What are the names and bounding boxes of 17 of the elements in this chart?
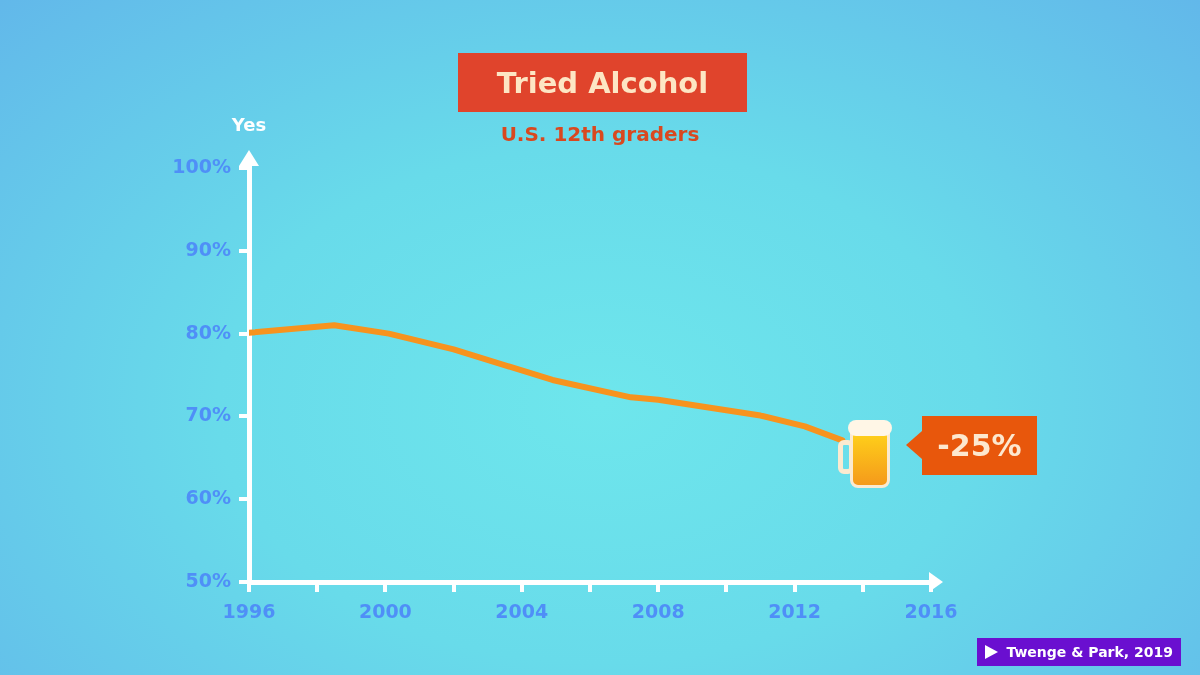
text: Twenge & Park, 2019 xyxy=(1006,644,1173,660)
y-tick-label: 80% xyxy=(185,320,231,343)
y-tick-label: 60% xyxy=(185,486,231,509)
y-tick-label: 50% xyxy=(185,568,231,591)
x-tick-label: 2000 xyxy=(358,600,412,623)
x-tick-label: 2008 xyxy=(631,600,685,623)
x-tick-label: 2004 xyxy=(495,600,549,623)
chart-subtitle: U.S. 12th graders xyxy=(499,122,701,146)
y-axis-title: Yes xyxy=(230,114,268,135)
x-tick-label: 1996 xyxy=(222,600,276,623)
x-tick-label: 2012 xyxy=(768,600,822,623)
y-tick-label: 70% xyxy=(185,403,231,426)
text: -25% xyxy=(922,416,1037,475)
y-tick-label: 100% xyxy=(172,154,231,177)
x-tick-label: 2016 xyxy=(904,600,958,623)
y-tick-label: 90% xyxy=(185,237,231,260)
chart-title: Tried Alcohol xyxy=(458,53,747,112)
